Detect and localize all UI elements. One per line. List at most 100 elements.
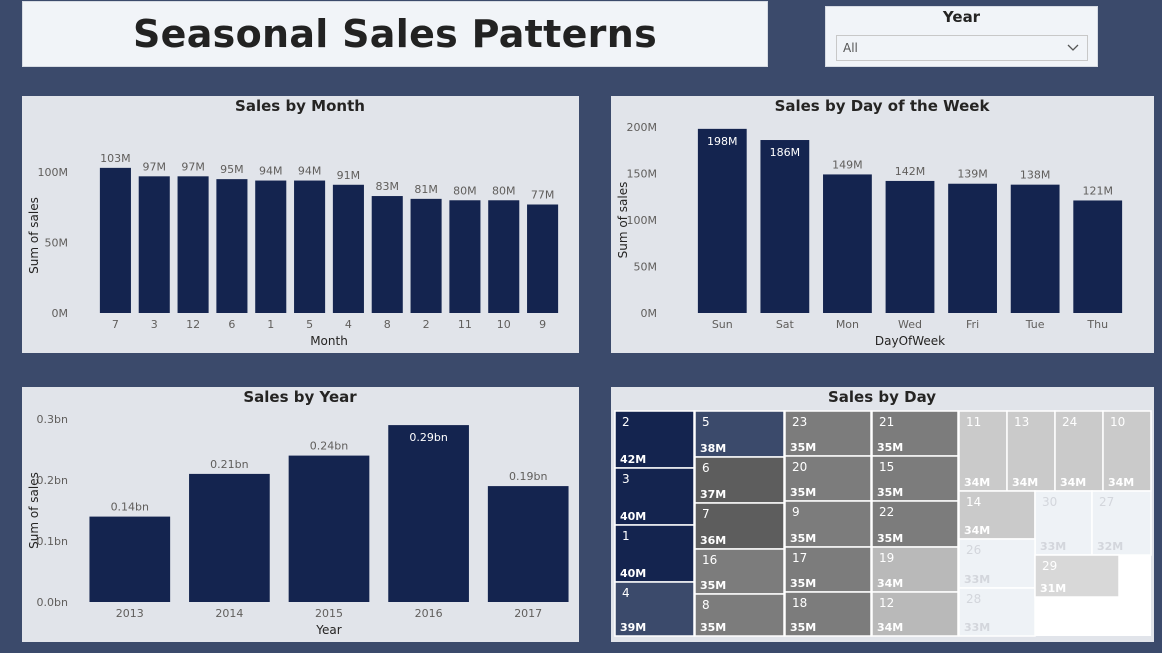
x-tick-label: 5 <box>306 318 313 331</box>
treemap-day-label: 19 <box>879 551 894 565</box>
bar <box>823 174 872 313</box>
treemap-value-label: 33M <box>964 621 990 634</box>
slicer-label: Year <box>942 8 981 26</box>
chart-svg: Sales by Day 2 42M 3 40M 1 40M 4 39M 5 38M 6 37M 7 36M… <box>614 388 1152 637</box>
y-tick-label: 150M <box>627 168 658 181</box>
data-label: 81M <box>414 183 438 196</box>
treemap-cell <box>784 500 872 548</box>
treemap-day-label: 17 <box>792 551 807 565</box>
data-label: 80M <box>453 184 477 197</box>
treemap-day-label: 16 <box>702 553 717 567</box>
bar <box>527 204 559 313</box>
treemap-value-label: 35M <box>877 486 903 499</box>
bar <box>294 180 326 313</box>
data-label: 83M <box>376 180 400 193</box>
treemap-day-label: 23 <box>792 415 807 429</box>
y-axis-title: Sum of sales <box>616 182 630 259</box>
sales-by-month-panel[interactable]: Sales by Month 0M 50M 100M Sum of sales Month… <box>22 96 579 353</box>
bar <box>1010 184 1060 313</box>
treemap-value-label: 42M <box>620 453 646 466</box>
treemap-value-label: 34M <box>1108 476 1134 489</box>
treemap-value-label: 34M <box>1012 476 1038 489</box>
bar <box>760 140 810 313</box>
treemap-day-label: 9 <box>792 505 800 519</box>
bar <box>487 486 569 602</box>
treemap-day-label: 10 <box>1110 415 1125 429</box>
treemap-day-label: 13 <box>1014 415 1029 429</box>
data-label: 91M <box>337 169 361 182</box>
sales-by-weekday-panel[interactable]: Sales by Day of the Week 0M 50M 100M 150M 200… <box>611 96 1154 353</box>
data-label: 138M <box>1020 169 1051 182</box>
x-tick-label: 12 <box>186 318 200 331</box>
x-tick-label: 2016 <box>415 607 443 620</box>
treemap-value-label: 33M <box>1040 540 1066 553</box>
treemap-day-label: 5 <box>702 415 710 429</box>
treemap-day-label: 20 <box>792 460 807 474</box>
sales-by-year-panel[interactable]: Sales by Year 0.0bn 0.1bn 0.2bn 0.3bn Sum of … <box>22 387 579 642</box>
treemap-cell <box>958 587 1036 637</box>
data-label: 0.21bn <box>210 458 248 471</box>
treemap-value-label: 35M <box>877 441 903 454</box>
bar <box>332 184 364 313</box>
data-label: 0.29bn <box>409 431 447 444</box>
data-label: 121M <box>1082 184 1113 197</box>
treemap-value-label: 34M <box>964 476 990 489</box>
treemap-value-label: 31M <box>1040 582 1066 595</box>
treemap-value-label: 39M <box>620 621 646 634</box>
treemap-cell <box>958 410 1008 492</box>
y-tick-label: 0M <box>641 307 658 320</box>
x-tick-label: 2017 <box>514 607 542 620</box>
treemap-value-label: 35M <box>700 621 726 634</box>
treemap-day-label: 24 <box>1062 415 1077 429</box>
treemap-value-label: 35M <box>790 486 816 499</box>
treemap-cell <box>614 581 695 637</box>
treemap-day-label: 28 <box>966 592 981 606</box>
treemap-day-label: 26 <box>966 543 981 557</box>
y-tick-label: 100M <box>38 166 69 179</box>
treemap-cell <box>871 455 959 502</box>
treemap-cell <box>958 538 1036 589</box>
x-tick-label: 7 <box>112 318 119 331</box>
treemap-cell <box>1034 554 1120 598</box>
x-axis-title: DayOfWeek <box>875 334 945 348</box>
y-axis-title: Sum of sales <box>27 472 41 549</box>
x-tick-label: 9 <box>539 318 546 331</box>
data-label: 95M <box>220 163 244 176</box>
data-label: 77M <box>531 189 555 202</box>
treemap-cell <box>784 455 872 502</box>
data-label: 0.24bn <box>310 440 348 453</box>
treemap-day-label: 2 <box>622 415 630 429</box>
treemap-value-label: 40M <box>620 510 646 523</box>
treemap-day-label: 4 <box>622 586 630 600</box>
treemap-cell <box>694 456 785 504</box>
bar <box>948 183 997 313</box>
treemap-value-label: 36M <box>700 534 726 547</box>
x-tick-label: 2014 <box>215 607 243 620</box>
treemap-empty-area <box>1035 597 1119 636</box>
treemap-day-label: 15 <box>879 460 894 474</box>
data-label: 80M <box>492 184 516 197</box>
bar <box>189 473 270 602</box>
x-tick-label: Fri <box>966 318 979 331</box>
year-slicer: Year All <box>825 6 1098 67</box>
treemap-day-label: 3 <box>622 472 630 486</box>
y-tick-label: 200M <box>627 121 658 134</box>
treemap-value-label: 33M <box>964 573 990 586</box>
treemap-cell <box>871 591 959 637</box>
y-axis-title: Sum of sales <box>27 197 41 274</box>
treemap-cell <box>1091 490 1152 556</box>
bar <box>255 180 287 313</box>
chart-svg: Sales by Year 0.0bn 0.1bn 0.2bn 0.3bn Sum of … <box>27 388 569 637</box>
x-tick-label: Wed <box>898 318 922 331</box>
treemap-value-label: 35M <box>700 579 726 592</box>
treemap-value-label: 35M <box>877 532 903 545</box>
treemap-cell <box>694 548 785 595</box>
sales-by-day-panel[interactable]: Sales by Day 2 42M 3 40M 1 40M 4 39M 5 38M 6 37M 7 36M… <box>611 387 1154 642</box>
x-tick-label: Sat <box>776 318 795 331</box>
x-tick-label: Thu <box>1086 318 1108 331</box>
x-tick-label: 11 <box>458 318 472 331</box>
treemap-value-label: 34M <box>877 577 903 590</box>
year-dropdown[interactable]: All <box>836 35 1088 61</box>
data-label: 103M <box>100 152 130 165</box>
bar <box>885 180 935 313</box>
